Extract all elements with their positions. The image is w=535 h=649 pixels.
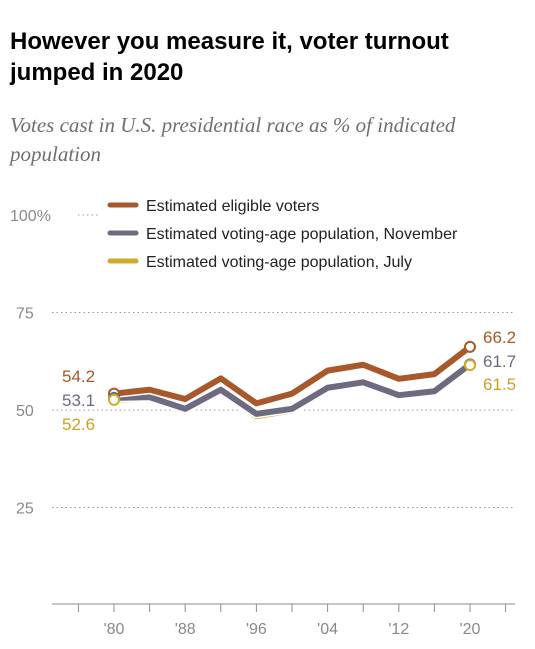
x-tick-label: '04 xyxy=(317,621,338,638)
legend-label: Estimated eligible voters xyxy=(146,198,319,215)
start-marker xyxy=(108,393,120,406)
x-tick-label: '88 xyxy=(175,621,196,638)
end-marker xyxy=(464,359,476,372)
grid-lines xyxy=(52,214,515,508)
y-tick-label: 100% xyxy=(10,208,51,225)
y-tick-label: 75 xyxy=(16,306,34,323)
series-line-1 xyxy=(111,343,473,407)
start-value-label: 54.2 xyxy=(62,367,95,386)
x-axis: '80 '88 '96 '04 '12 '20 xyxy=(52,603,515,638)
legend-label: Estimated voting-age population, Novembe… xyxy=(146,226,458,243)
y-tick-label: 25 xyxy=(16,501,34,518)
legend: Estimated eligible voters Estimated votin… xyxy=(107,198,458,271)
chart-subtitle: Votes cast in U.S. presidential race as … xyxy=(10,113,456,166)
start-value-label: 53.1 xyxy=(62,391,95,410)
end-marker xyxy=(464,340,476,353)
series-lines xyxy=(109,342,475,421)
end-value-label: 61.5 xyxy=(483,375,516,394)
data-labels: 54.2 66.2 53.1 61.7 52.6 61.5 xyxy=(62,328,516,434)
x-tick-label: '20 xyxy=(460,621,481,638)
start-value-label: 52.6 xyxy=(62,415,95,434)
series-line-2 xyxy=(111,361,473,417)
y-tick-label: 50 xyxy=(16,403,34,420)
end-value-label: 66.2 xyxy=(483,328,516,347)
chart-title: However you measure it, voter turnout ju… xyxy=(10,28,449,86)
end-value-label: 61.7 xyxy=(483,352,516,371)
y-axis-ticks: 100% 75 50 25 xyxy=(10,208,51,518)
x-tick-label: '96 xyxy=(246,621,267,638)
x-tick-label: '12 xyxy=(388,621,409,638)
x-tick-label: '80 xyxy=(104,621,125,638)
legend-label: Estimated voting-age population, July xyxy=(146,254,412,271)
